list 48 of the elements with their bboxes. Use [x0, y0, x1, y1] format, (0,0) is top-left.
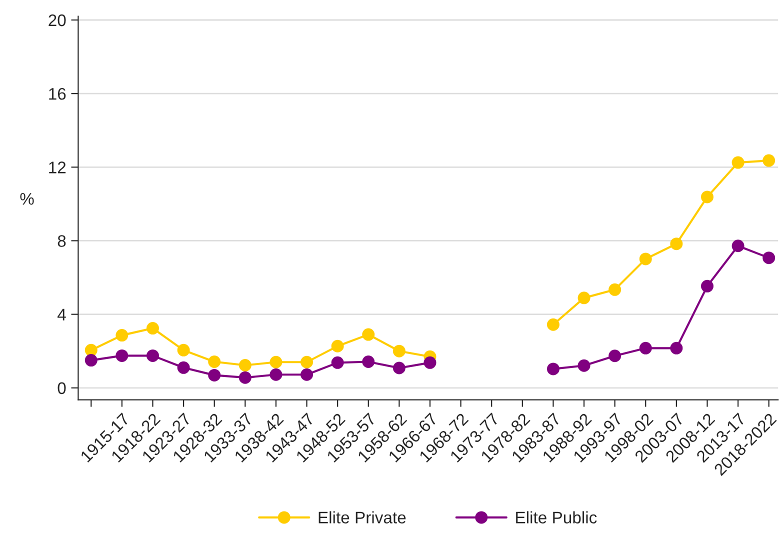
y-tick-label: 4 — [58, 308, 66, 320]
point — [578, 359, 590, 372]
point — [146, 322, 159, 335]
point — [639, 252, 652, 266]
point — [270, 356, 282, 368]
point — [208, 368, 221, 382]
point — [300, 368, 314, 381]
point — [177, 344, 190, 356]
point — [608, 283, 622, 296]
point — [578, 292, 590, 304]
point — [362, 356, 375, 368]
point — [700, 190, 714, 204]
point — [84, 354, 98, 367]
point — [238, 371, 252, 384]
point — [546, 318, 560, 331]
point — [670, 238, 683, 250]
point — [331, 356, 344, 369]
point — [608, 350, 622, 362]
point — [392, 362, 406, 374]
point — [84, 344, 98, 356]
point — [300, 356, 314, 368]
point — [732, 156, 744, 169]
y-tick-label: 20 — [48, 14, 66, 26]
point — [208, 356, 221, 368]
point — [424, 356, 436, 369]
y-tick-label: 0 — [58, 382, 66, 394]
point — [146, 349, 159, 362]
point — [238, 359, 252, 372]
y-axis-title: % — [20, 193, 34, 205]
point — [546, 362, 560, 376]
y-tick-label: 12 — [49, 162, 66, 174]
point — [639, 342, 652, 354]
point — [762, 252, 776, 264]
point — [700, 280, 714, 292]
point — [732, 240, 744, 252]
point — [331, 340, 344, 352]
point — [392, 344, 406, 358]
y-tick-label: 8 — [58, 235, 66, 247]
legend-label: Elite Private — [318, 511, 406, 524]
point — [270, 368, 282, 381]
point — [362, 328, 375, 341]
point — [762, 154, 776, 167]
legend-label: Elite Public — [516, 511, 597, 524]
y-tick-label: 16 — [49, 88, 66, 100]
point — [670, 342, 683, 354]
point — [116, 329, 128, 342]
point — [116, 349, 128, 362]
point — [177, 361, 190, 374]
